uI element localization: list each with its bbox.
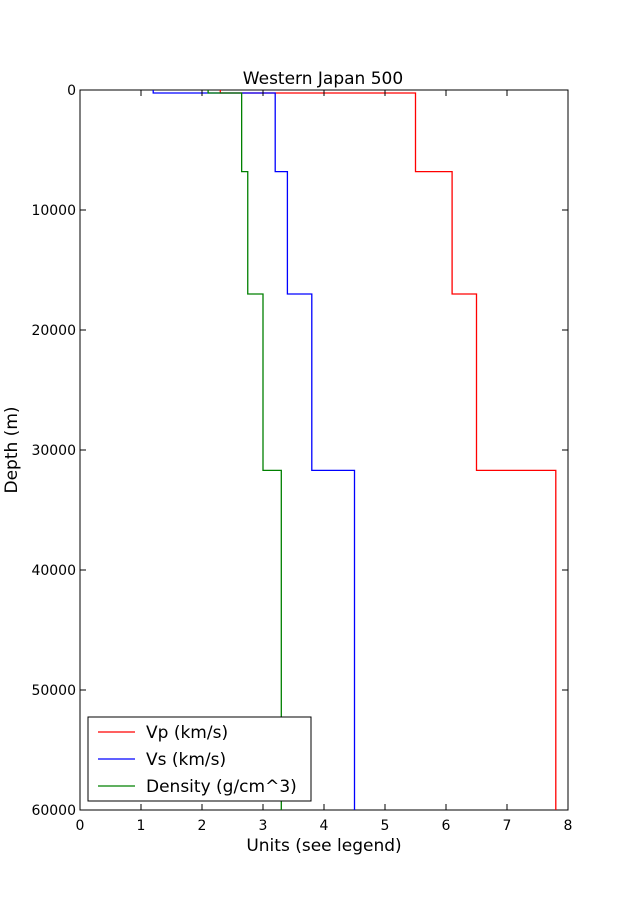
legend-label: Vs (km/s) [146, 750, 226, 770]
y-tick-label: 0 [67, 83, 76, 99]
y-axis: 0 10000 20000 30000 40000 50000 60000 [31, 83, 568, 819]
x-tick-label: 6 [442, 818, 451, 834]
x-axis: 0 1 2 3 4 5 6 7 8 [76, 90, 573, 834]
series-group [152, 90, 557, 810]
legend-label: Vp (km/s) [146, 723, 228, 743]
y-tick-label: 50000 [31, 683, 76, 699]
x-tick-label: 0 [76, 818, 85, 834]
y-tick-label: 20000 [31, 323, 76, 339]
plot-frame [79, 89, 569, 811]
x-tick-label: 8 [564, 818, 573, 834]
y-tick-label: 40000 [31, 563, 76, 579]
x-tick-label: 3 [259, 818, 268, 834]
x-tick-label: 1 [137, 818, 146, 834]
series-line-0 [219, 90, 557, 810]
plot-area [79, 89, 569, 811]
y-axis-label: Depth (m) [2, 406, 22, 493]
legend-label: Density (g/cm^3) [146, 777, 297, 797]
chart-title: Western Japan 500 [243, 69, 403, 89]
x-tick-label: 7 [503, 818, 512, 834]
series-line-2 [207, 90, 282, 810]
x-axis-label: Units (see legend) [246, 836, 401, 856]
y-tick-label: 30000 [31, 443, 76, 459]
x-tick-label: 2 [198, 818, 207, 834]
x-tick-label: 4 [320, 818, 329, 834]
y-tick-label: 10000 [31, 203, 76, 219]
y-tick-label: 60000 [31, 803, 76, 819]
legend: Vp (km/s) Vs (km/s) Density (g/cm^3) [87, 716, 312, 802]
x-tick-label: 5 [381, 818, 390, 834]
